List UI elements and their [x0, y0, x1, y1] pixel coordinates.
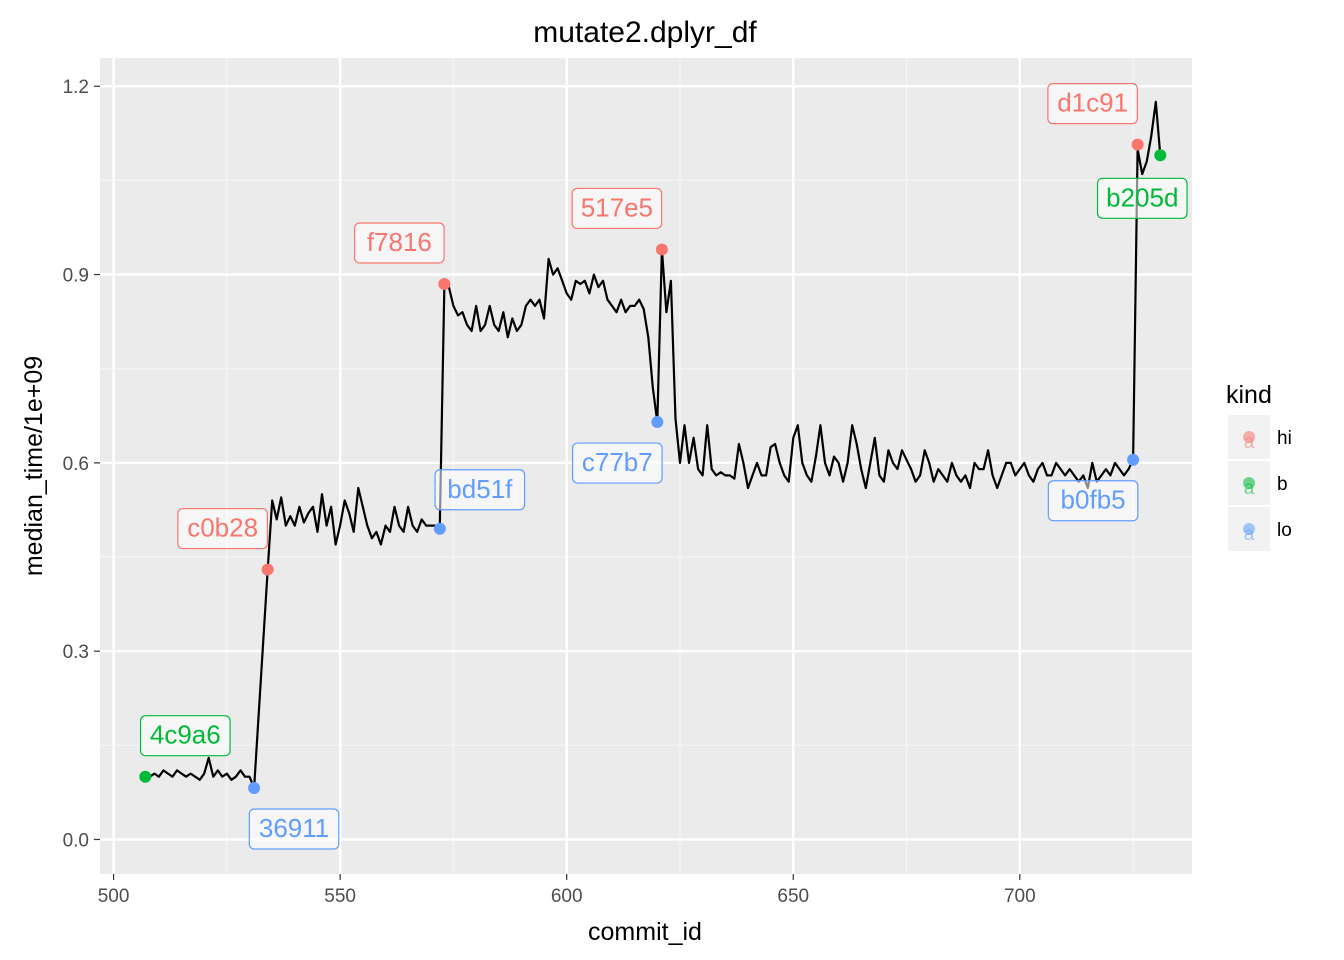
highlight-points: [139, 138, 1167, 795]
x-tick-label: 650: [777, 886, 809, 907]
highlight-point: [1154, 149, 1167, 162]
highlight-label: 517e5: [571, 187, 663, 230]
y-tick-label: 0.6: [63, 454, 89, 475]
highlight-point: [1131, 138, 1144, 151]
chart-title: mutate2.dplyr_df: [533, 16, 757, 49]
highlight-label-box: [434, 469, 526, 511]
highlight-label-text: c77b7: [582, 447, 653, 477]
highlight-label-box: [248, 808, 340, 850]
legend-key-point: [1243, 523, 1255, 535]
highlight-point: [433, 522, 446, 535]
x-tick-label: 700: [1004, 886, 1036, 907]
minor-gridlines: [100, 58, 1192, 874]
highlight-label-text: b205d: [1106, 182, 1178, 212]
highlight-label-box: [1047, 83, 1138, 125]
highlight-label-box: [177, 507, 269, 550]
legend-key-point: [1243, 431, 1255, 443]
highlight-label-text: 4c9a6: [150, 720, 221, 750]
highlight-label: f7816: [354, 222, 445, 264]
x-axis: 500 550 600 650 700: [98, 874, 1036, 907]
legend: kind a hi a b a lo: [1226, 381, 1292, 551]
legend-key-glyph: a: [1244, 524, 1255, 545]
y-tick-label: 0.0: [63, 830, 89, 851]
highlight-label: 4c9a6: [139, 715, 231, 757]
y-tick-label: 0.3: [63, 642, 89, 663]
highlight-label: b0fb5: [1047, 480, 1139, 522]
highlight-label-text: bd51f: [447, 474, 513, 504]
highlight-label-text: c0b28: [187, 513, 258, 543]
highlight-label: b205d: [1096, 177, 1188, 219]
legend-title: kind: [1226, 381, 1272, 409]
highlight-point: [1127, 453, 1140, 466]
y-tick-label: 0.9: [63, 266, 89, 287]
highlight-label: c0b28: [177, 507, 269, 550]
x-tick-label: 500: [98, 886, 130, 907]
y-tick-label: 1.2: [63, 77, 89, 98]
highlight-point: [438, 277, 451, 290]
y-axis: 0.0 0.3 0.6 0.9 1.2: [63, 77, 100, 851]
legend-label: lo: [1277, 520, 1292, 541]
x-tick-label: 600: [551, 886, 583, 907]
highlight-label-box: [1096, 177, 1188, 219]
highlight-labels: 4c9a6 36911 c0b28 bd51f f7816 517e5 c77b7 b0fb5…: [139, 83, 1188, 850]
legend-key-glyph: a: [1244, 432, 1255, 453]
legend-key-glyph: a: [1244, 478, 1255, 499]
highlight-label-box: [354, 222, 445, 264]
legend-label: b: [1277, 474, 1288, 495]
highlight-label: 36911: [248, 808, 340, 850]
highlight-point: [655, 243, 668, 256]
highlight-label-text: 36911: [259, 813, 329, 843]
highlight-label-box: [571, 187, 663, 230]
y-axis-title: median_time/1e+09: [20, 356, 48, 576]
major-gridlines: [100, 58, 1192, 874]
highlight-label-text: d1c91: [1057, 88, 1128, 118]
highlight-label-text: b0fb5: [1061, 485, 1126, 515]
highlight-point: [261, 563, 274, 576]
highlight-point: [651, 416, 664, 429]
highlight-label: bd51f: [434, 469, 526, 511]
highlight-label-box: [1047, 480, 1139, 522]
highlight-label: d1c91: [1047, 83, 1138, 125]
x-tick-label: 550: [324, 886, 356, 907]
highlight-label-box: [139, 715, 231, 757]
highlight-label: c77b7: [571, 442, 663, 484]
highlight-label-box: [571, 442, 663, 484]
highlight-point: [139, 770, 152, 783]
legend-label: hi: [1277, 428, 1292, 449]
highlight-point: [248, 782, 261, 795]
legend-key-point: [1243, 477, 1255, 489]
highlight-label-text: 517e5: [581, 192, 653, 222]
x-axis-title: commit_id: [588, 918, 702, 946]
highlight-label-text: f7816: [367, 227, 432, 257]
